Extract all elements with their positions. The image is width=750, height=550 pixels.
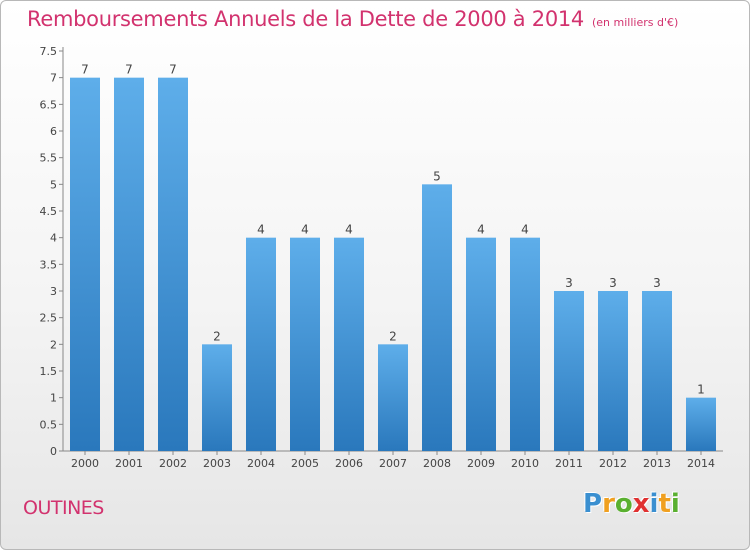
logo-letter: x bbox=[632, 489, 650, 519]
y-tick-label: 5 bbox=[50, 178, 57, 191]
data-label: 4 bbox=[477, 223, 485, 237]
bar-2011 bbox=[554, 291, 584, 451]
y-tick-label: 6.5 bbox=[40, 98, 58, 111]
y-tick-label: 7 bbox=[50, 72, 57, 85]
data-label: 3 bbox=[565, 276, 573, 290]
bar-2006 bbox=[334, 237, 364, 451]
bars-group bbox=[70, 77, 716, 452]
bar-2012 bbox=[598, 291, 628, 451]
chart-title: Remboursements Annuels de la Dette de 20… bbox=[27, 7, 678, 31]
x-tick-label: 2014 bbox=[687, 457, 715, 470]
logo-letter: t bbox=[658, 489, 671, 519]
bar-2014 bbox=[686, 397, 716, 451]
y-tick-label: 4 bbox=[50, 232, 57, 245]
x-tick-label: 2001 bbox=[115, 457, 143, 470]
bar-2000 bbox=[70, 77, 100, 452]
x-tick-label: 2004 bbox=[247, 457, 275, 470]
x-tick-label: 2008 bbox=[423, 457, 451, 470]
x-tick-label: 2005 bbox=[291, 457, 319, 470]
bar-2003 bbox=[202, 344, 232, 451]
logo-letter: P bbox=[583, 489, 603, 519]
data-label: 3 bbox=[653, 276, 661, 290]
commune-name: OUTINES bbox=[23, 497, 104, 519]
x-tick-label: 2010 bbox=[511, 457, 539, 470]
chart-subtitle: (en milliers d'€) bbox=[592, 16, 679, 29]
bar-2009 bbox=[466, 237, 496, 451]
y-tick-label: 4.5 bbox=[40, 205, 58, 218]
logo-letter: r bbox=[602, 489, 615, 519]
x-tick-label: 2009 bbox=[467, 457, 495, 470]
bar-2005 bbox=[290, 237, 320, 451]
y-tick-label: 1 bbox=[50, 392, 57, 405]
y-tick-label: 7.5 bbox=[40, 45, 58, 58]
data-label: 5 bbox=[433, 169, 441, 183]
logo-letter: i bbox=[670, 489, 680, 519]
x-tick-label: 2013 bbox=[643, 457, 671, 470]
y-tick-label: 0 bbox=[50, 445, 57, 458]
data-label: 7 bbox=[125, 63, 133, 77]
data-label: 3 bbox=[609, 276, 617, 290]
bar-2010 bbox=[510, 237, 540, 451]
x-tick-label: 2007 bbox=[379, 457, 407, 470]
x-tick-label: 2002 bbox=[159, 457, 187, 470]
labels-group: 2000 7 2001 7 2002 7 2003 2 2004 4 2005 4 2006 4 2007 2… bbox=[71, 63, 715, 470]
data-label: 2 bbox=[389, 329, 397, 343]
y-tick-label: 3 bbox=[50, 285, 57, 298]
y-tick-label: 3.5 bbox=[40, 258, 58, 271]
y-tick-label: 1.5 bbox=[40, 365, 58, 378]
bar-2004 bbox=[246, 237, 276, 451]
x-tick-label: 2003 bbox=[203, 457, 231, 470]
x-tick-label: 2006 bbox=[335, 457, 363, 470]
data-label: 4 bbox=[521, 223, 529, 237]
y-tick-label: 5.5 bbox=[40, 152, 58, 165]
x-tick-label: 2012 bbox=[599, 457, 627, 470]
bar-2008 bbox=[422, 184, 452, 452]
logo-letter: o bbox=[614, 489, 633, 519]
y-tick-label: 0.5 bbox=[40, 418, 58, 431]
bar-2013 bbox=[642, 291, 672, 451]
data-label: 4 bbox=[257, 223, 265, 237]
bar-2007 bbox=[378, 344, 408, 451]
axes: 0 0.5 1 1.5 2 2.5 3 3.5 4 4.5 5 5.5 6 6.5 7 7.5 bbox=[40, 45, 723, 458]
data-label: 2 bbox=[213, 329, 221, 343]
data-label: 1 bbox=[697, 383, 705, 397]
bar-2001 bbox=[114, 77, 144, 452]
y-tick-label: 6 bbox=[50, 125, 57, 138]
logo-letter: i bbox=[649, 489, 659, 519]
data-label: 7 bbox=[81, 63, 89, 77]
y-tick-label: 2.5 bbox=[40, 312, 58, 325]
bar-2002 bbox=[158, 77, 188, 452]
proxiti-logo: Proxiti bbox=[583, 489, 680, 519]
data-label: 4 bbox=[345, 223, 353, 237]
data-label: 4 bbox=[301, 223, 309, 237]
x-tick-label: 2000 bbox=[71, 457, 99, 470]
y-tick-label: 2 bbox=[50, 338, 57, 351]
title-text: Remboursements Annuels de la Dette de 20… bbox=[27, 7, 584, 31]
x-tick-label: 2011 bbox=[555, 457, 583, 470]
data-label: 7 bbox=[169, 63, 177, 77]
